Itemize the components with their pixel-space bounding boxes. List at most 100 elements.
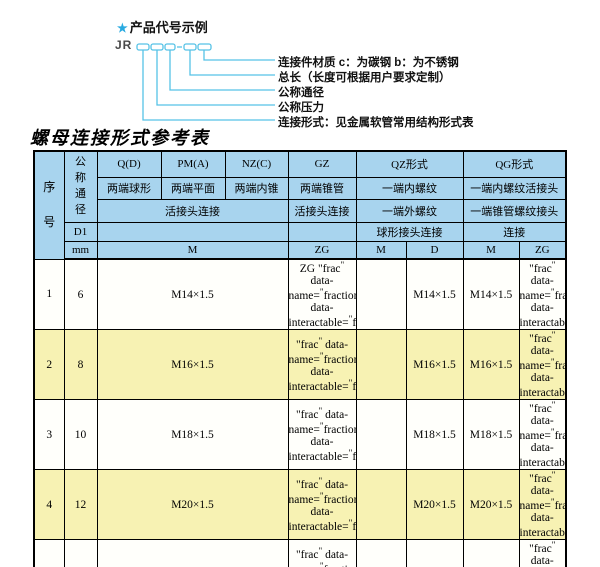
code-box — [150, 43, 164, 51]
cell-dn: 6 — [63, 258, 98, 330]
inch-mark: " — [295, 409, 301, 421]
inch-mark: " — [348, 378, 353, 388]
inch-mark: " — [550, 427, 555, 437]
cell-no: 4 — [33, 469, 65, 540]
inch-mark: " — [348, 314, 353, 324]
cell-qz_d: M22×1.5 — [405, 539, 464, 567]
cell-gz: "frac" data-name="fraction" data-interac… — [287, 539, 357, 567]
header-blank-left — [96, 221, 289, 242]
inch-mark: " — [529, 403, 534, 415]
diagram-label-length: 总长（长度可根据用户要求定制） — [278, 72, 451, 84]
cell-qz_m — [355, 399, 407, 470]
cell-no: 2 — [33, 329, 65, 400]
diagram-label-material: 连接件材质 c：为碳钢 b：为不锈钢 — [278, 57, 459, 69]
star-icon: ★ — [117, 21, 128, 35]
inch-mark: " — [318, 406, 323, 416]
cell-gz: "frac" data-name="fraction" data-interac… — [287, 399, 357, 470]
inch-mark: " — [529, 333, 534, 345]
header-row-d1: D1 球形接头连接 连接 — [34, 221, 567, 242]
cell-qg_m: M16×1.5 — [462, 329, 520, 400]
cell-dn: 14 — [63, 539, 98, 567]
inch-mark: " — [551, 540, 556, 551]
leader-line — [142, 50, 275, 121]
header-qg-desc: 一端内螺纹活接头 — [462, 176, 567, 200]
cell-qz_d: M16×1.5 — [405, 329, 464, 400]
inch-mark: " — [295, 479, 301, 491]
cell-no: 3 — [33, 399, 65, 470]
inch-mark: " — [295, 549, 301, 561]
inch-mark: " — [318, 476, 323, 486]
cell-qz_m — [355, 258, 407, 330]
inch-mark: " — [348, 518, 353, 528]
cell-qz_m — [355, 539, 407, 567]
diagram-label-diameter: 公称通径 — [278, 87, 324, 99]
diagram-title: ★ 产品代号示例 — [117, 17, 208, 36]
header-qz-desc2: 一端外螺纹 — [355, 198, 464, 223]
cell-qg_m: M18×1.5 — [462, 399, 520, 470]
table-header: 序号 公称通径 Q(D) PM(A) NZ(C) GZ QZ形式 QG形式 两端… — [33, 150, 567, 260]
table-title: 螺母连接形式参考表 — [30, 128, 210, 149]
header-qz-d: D — [405, 240, 464, 260]
cell-qz_m — [355, 329, 407, 400]
cell-no: 5 — [33, 539, 65, 567]
nut-connection-table: 序号 公称通径 Q(D) PM(A) NZ(C) GZ QZ形式 QG形式 两端… — [33, 150, 568, 567]
leader-line — [156, 50, 275, 106]
inch-mark: " — [319, 561, 324, 567]
header-nz: NZ(C) — [224, 150, 289, 178]
code-box — [183, 43, 197, 51]
header-m: M — [96, 240, 289, 260]
inch-mark: " — [318, 546, 323, 556]
header-qg-m: M — [462, 240, 520, 260]
header-row-forms: 序号 公称通径 Q(D) PM(A) NZ(C) GZ QZ形式 QG形式 — [33, 150, 567, 260]
inch-mark: " — [319, 351, 324, 361]
header-qg: QG形式 — [462, 150, 567, 178]
header-qz: QZ形式 — [355, 150, 464, 178]
inch-mark: " — [529, 543, 534, 555]
cell-qz_d: M20×1.5 — [405, 469, 464, 540]
header-mm: mm — [63, 240, 98, 260]
header-row-units: mm M ZG M D M ZG — [34, 240, 567, 260]
leader-line — [169, 50, 275, 91]
inch-mark: " — [295, 339, 301, 351]
header-dn: 公称通径 — [63, 150, 98, 223]
inch-mark: " — [551, 260, 556, 270]
header-nz-desc: 两端内锥 — [224, 176, 289, 200]
cell-dn: 8 — [63, 329, 98, 400]
cell-gz: "frac" data-name="fraction" data-interac… — [287, 469, 357, 540]
inch-mark: " — [348, 448, 353, 458]
header-blank-gz — [287, 221, 357, 242]
inch-mark: " — [529, 263, 534, 275]
header-qg-conn: 连接 — [462, 221, 567, 242]
header-pm-desc: 两端平面 — [160, 176, 226, 200]
cell-qg_zg: "frac" data-name="fraction" data-interac… — [518, 399, 567, 470]
table-row: 514 M22×1.5 "frac" data-name="fraction" da… — [33, 539, 567, 567]
cell-dn: 10 — [63, 399, 98, 470]
inch-mark: " — [550, 497, 555, 507]
cell-qg_m: M14×1.5 — [462, 258, 520, 330]
cell-qz_m — [355, 469, 407, 540]
header-gz-conn: 活接头连接 — [287, 198, 357, 223]
inch-mark: " — [318, 336, 323, 346]
leader-line — [203, 50, 275, 61]
inch-mark: " — [340, 260, 345, 270]
cell-qg_m: M22×1.5 — [462, 539, 520, 567]
inch-mark: " — [529, 473, 534, 485]
code-box — [164, 43, 176, 51]
header-gz: GZ — [287, 150, 357, 178]
header-row-desc2: 活接头连接 活接头连接 一端外螺纹 一端锥管螺纹接头 — [34, 198, 567, 223]
cell-gz: ZG "frac" data-name="fraction" data-inte… — [287, 258, 357, 330]
inch-mark: " — [550, 287, 555, 297]
inch-mark: " — [551, 330, 556, 341]
code-prefix: JR — [115, 38, 133, 52]
header-qz-desc: 一端内螺纹 — [355, 176, 464, 200]
header-q-desc: 两端球形 — [96, 176, 162, 200]
cell-m: M14×1.5 — [96, 258, 289, 330]
inch-mark: " — [317, 263, 323, 275]
header-gz-desc: 两端锥管 — [287, 176, 357, 200]
